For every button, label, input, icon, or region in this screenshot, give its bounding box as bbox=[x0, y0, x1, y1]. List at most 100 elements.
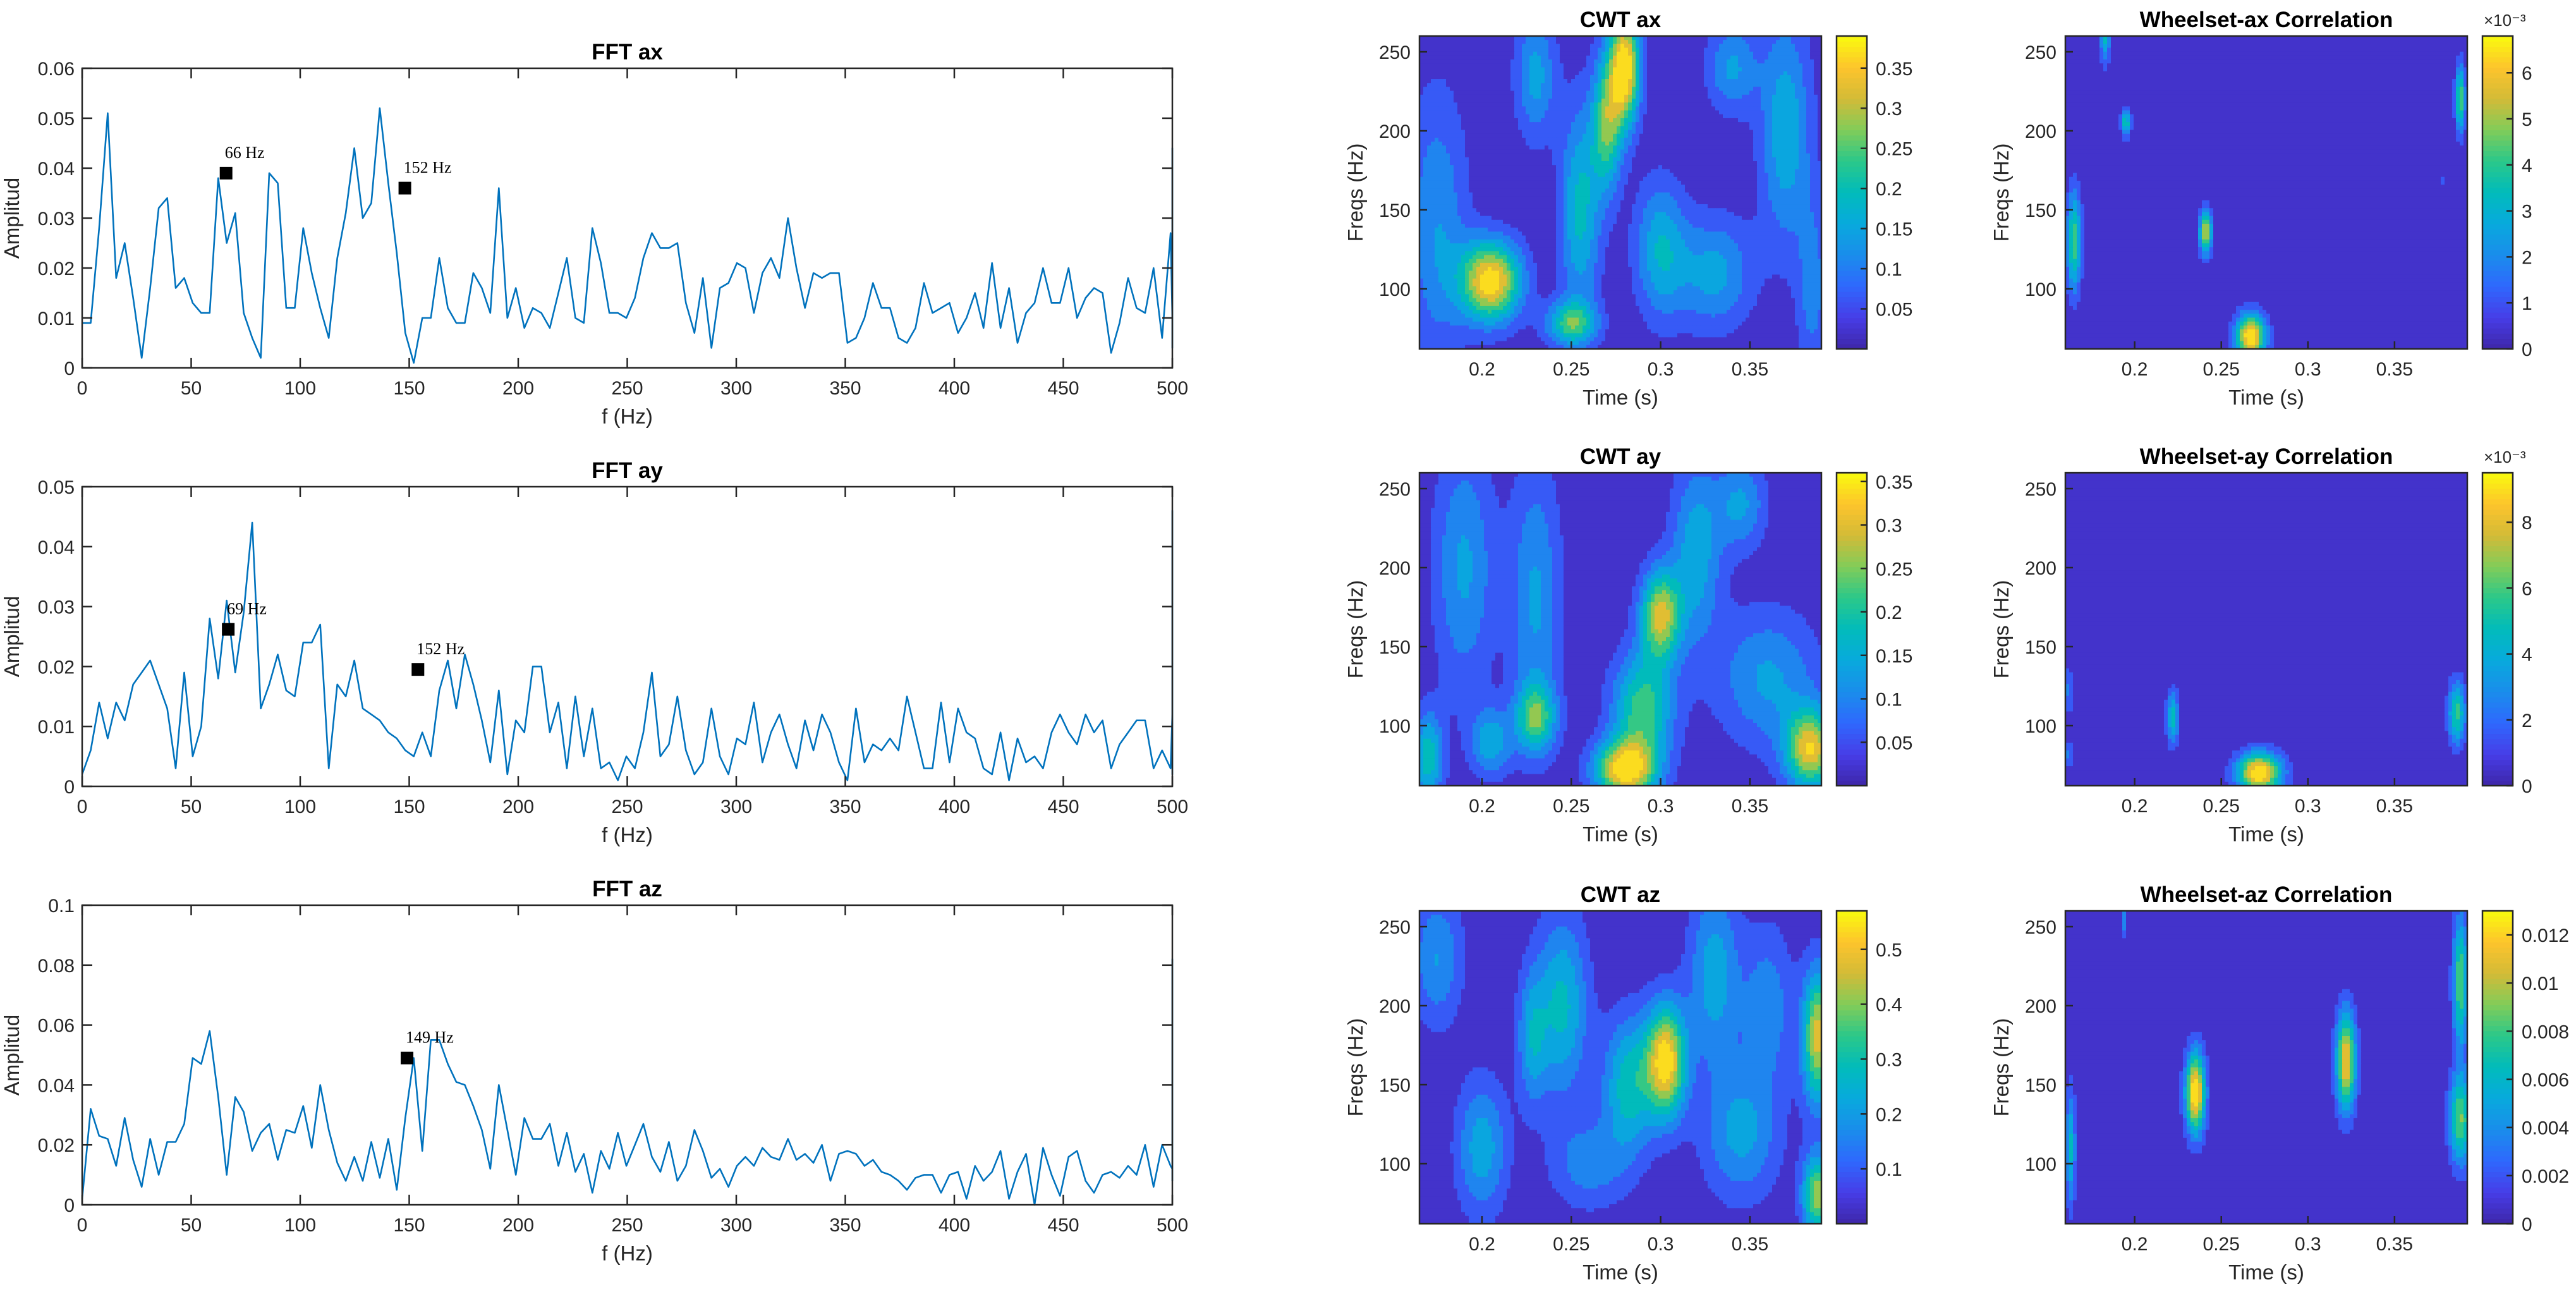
contour-cell bbox=[1510, 208, 1515, 213]
contour-cell bbox=[1772, 75, 1777, 80]
contour-cell bbox=[1772, 114, 1777, 119]
contour-cell bbox=[1571, 99, 1576, 103]
contour-cell bbox=[1734, 126, 1739, 131]
contour-cell bbox=[1636, 94, 1640, 99]
contour-cell bbox=[1586, 185, 1591, 189]
contour-cell bbox=[1791, 126, 1795, 131]
contour-cell bbox=[1685, 137, 1689, 142]
x-tick-label: 300 bbox=[720, 378, 752, 399]
contour-cell bbox=[1780, 185, 1784, 189]
contour-cell bbox=[1719, 99, 1723, 103]
contour-cell bbox=[1442, 87, 1447, 92]
contour-cell bbox=[1674, 137, 1678, 142]
contour-cell bbox=[1628, 133, 1632, 138]
contour-cell bbox=[1783, 173, 1788, 178]
contour-cell bbox=[1670, 40, 1674, 44]
contour-cell bbox=[1632, 114, 1636, 119]
contour-cell bbox=[1730, 126, 1735, 131]
contour-cell bbox=[1651, 142, 1655, 146]
contour-cell bbox=[1507, 188, 1511, 193]
contour-cell bbox=[1480, 149, 1485, 154]
contour-cell bbox=[1639, 149, 1644, 154]
contour-cell bbox=[1435, 204, 1439, 209]
contour-cell bbox=[1795, 59, 1799, 64]
contour-cell bbox=[1556, 153, 1560, 158]
contour-cell bbox=[1632, 185, 1636, 189]
contour-cell bbox=[1423, 71, 1428, 76]
contour-cell bbox=[1723, 118, 1727, 123]
contour-cell bbox=[1799, 106, 1803, 111]
contour-cell bbox=[1643, 169, 1648, 174]
contour-cell bbox=[1772, 173, 1777, 178]
contour-cell bbox=[1480, 169, 1485, 174]
contour-cell bbox=[1567, 106, 1572, 111]
contour-cell bbox=[1537, 196, 1541, 201]
contour-cell bbox=[1765, 145, 1769, 150]
contour-cell bbox=[1431, 169, 1435, 174]
contour-cell bbox=[1457, 90, 1462, 95]
contour-cell bbox=[1507, 204, 1511, 209]
contour-cell bbox=[1586, 67, 1591, 72]
contour-cell bbox=[1469, 55, 1473, 60]
contour-cell bbox=[1529, 79, 1534, 83]
contour-cell bbox=[1620, 94, 1625, 99]
contour-cell bbox=[1522, 59, 1526, 64]
contour-cell bbox=[1696, 200, 1701, 205]
contour-cell bbox=[1628, 173, 1632, 178]
contour-cell bbox=[1620, 67, 1625, 72]
contour-cell bbox=[1696, 36, 1701, 40]
contour-cell bbox=[1529, 40, 1534, 44]
contour-cell bbox=[1692, 59, 1697, 64]
contour-cell bbox=[1795, 90, 1799, 95]
contour-cell bbox=[1810, 40, 1814, 44]
contour-cell bbox=[1651, 176, 1655, 181]
contour-cell bbox=[1446, 55, 1450, 60]
contour-cell bbox=[1738, 118, 1742, 123]
contour-cell bbox=[1617, 83, 1621, 88]
contour-cell bbox=[1624, 188, 1629, 193]
contour-cell bbox=[1749, 185, 1754, 189]
contour-cell bbox=[1685, 83, 1689, 88]
contour-cell bbox=[1696, 192, 1701, 197]
contour-cell bbox=[1605, 185, 1610, 189]
contour-cell bbox=[1658, 165, 1663, 169]
contour-cell bbox=[1476, 149, 1481, 154]
contour-cell bbox=[1579, 122, 1583, 126]
contour-cell bbox=[1560, 99, 1564, 103]
contour-cell bbox=[1727, 99, 1731, 103]
contour-cell bbox=[1427, 169, 1431, 174]
contour-cell bbox=[1457, 196, 1462, 201]
contour-cell bbox=[1548, 47, 1553, 52]
contour-cell bbox=[1783, 130, 1788, 135]
contour-cell bbox=[1446, 67, 1450, 72]
contour-cell bbox=[1492, 149, 1496, 154]
contour-cell bbox=[1488, 71, 1492, 76]
contour-cell bbox=[1454, 114, 1458, 119]
contour-cell bbox=[1457, 157, 1462, 162]
contour-cell bbox=[1533, 99, 1538, 103]
contour-cell bbox=[1681, 173, 1686, 178]
contour-cell bbox=[1776, 188, 1780, 193]
contour-cell bbox=[1579, 40, 1583, 44]
contour-cell bbox=[1522, 55, 1526, 60]
contour-cell bbox=[1598, 36, 1602, 40]
contour-cell bbox=[1730, 99, 1735, 103]
contour-cell bbox=[1658, 185, 1663, 189]
contour-cell bbox=[1435, 110, 1439, 115]
contour-cell bbox=[1435, 55, 1439, 60]
contour-cell bbox=[1567, 122, 1572, 126]
contour-cell bbox=[1742, 208, 1746, 213]
contour-cell bbox=[1727, 157, 1731, 162]
contour-cell bbox=[1454, 137, 1458, 142]
contour-cell bbox=[1772, 130, 1777, 135]
contour-cell bbox=[1636, 90, 1640, 95]
contour-cell bbox=[1768, 185, 1773, 189]
contour-cell bbox=[1647, 180, 1651, 185]
contour-cell bbox=[1431, 71, 1435, 76]
contour-cell bbox=[1806, 40, 1811, 44]
contour-cell bbox=[1700, 126, 1704, 131]
contour-cell bbox=[1438, 79, 1443, 83]
contour-cell bbox=[1685, 63, 1689, 68]
contour-cell bbox=[1636, 169, 1640, 174]
contour-cell bbox=[1753, 118, 1758, 123]
